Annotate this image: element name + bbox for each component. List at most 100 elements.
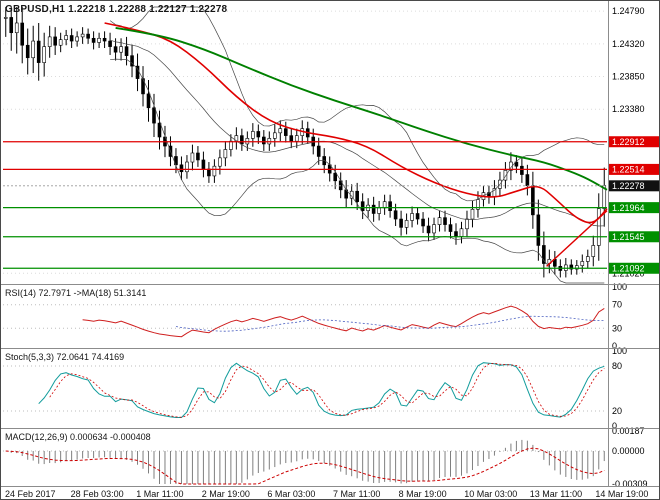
stoch-axis-label: 0 (612, 421, 617, 431)
stoch-axis-label: 20 (612, 406, 622, 416)
candle-body (443, 217, 447, 225)
price-badge-label: 1.21545 (612, 232, 645, 242)
candle-body (262, 136, 266, 145)
candle-body (437, 217, 442, 225)
candle-body (542, 245, 546, 264)
candle-body (113, 46, 118, 53)
candle-body (426, 225, 431, 234)
macd-axis-label: -0.00309 (612, 479, 648, 489)
candle-body (80, 33, 85, 38)
time-axis-label: 10 Mar 03:00 (464, 489, 517, 499)
candle-body (25, 44, 30, 59)
candle-body (470, 209, 475, 220)
ma-green-line (115, 26, 608, 191)
candle-body (283, 128, 288, 136)
candle-body (152, 107, 156, 124)
candle-body (251, 131, 255, 139)
price-badge (609, 136, 659, 148)
candle-body (404, 220, 409, 228)
candle-body (382, 201, 387, 209)
candle-body (53, 36, 57, 46)
time-axis-label: 14 Mar 19:00 (595, 489, 648, 499)
macd-axis-label: 0.00000 (612, 446, 645, 456)
candle-body (278, 128, 283, 134)
price-badge (609, 262, 659, 274)
candle-body (102, 37, 107, 42)
macd-indicator-label: MACD(12,26,9) 0.000634 -0.000408 (5, 432, 151, 442)
candle-body (591, 245, 596, 257)
candle-body (514, 161, 519, 167)
price-badge-label: 1.21964 (612, 203, 645, 213)
stoch-indicator-label: Stoch(5,3,3) 72.0641 74.4169 (5, 352, 125, 362)
candle-body (130, 55, 134, 67)
candle-body (201, 159, 206, 170)
candle-body (240, 135, 244, 145)
candle-body (69, 35, 74, 42)
candle-body (64, 35, 68, 40)
price-axis-label: 1.24320 (612, 39, 645, 49)
rsi-indicator-label: RSI(14) 72.7971 ->MA(18) 51.3141 (5, 288, 147, 298)
candle-body (141, 78, 145, 95)
candle-body (454, 231, 458, 237)
candle-body (58, 39, 63, 46)
price-axis-label: 1.23380 (612, 104, 645, 114)
time-axis-label: 6 Mar 03:00 (267, 489, 315, 499)
time-axis-label: 13 Mar 11:00 (530, 489, 582, 499)
price-badge-label: 1.22514 (612, 165, 645, 175)
candle-body (531, 185, 535, 216)
stoch-k-line (38, 362, 605, 418)
time-axis-label: 28 Feb 03:00 (71, 489, 124, 499)
candle-body (371, 204, 376, 214)
chart-title: GBPUSD,H1 1.22218 1.22288 1.22127 1.2227… (5, 4, 228, 15)
rsi-ma-line (175, 315, 605, 332)
candle-body (415, 213, 420, 220)
candle-body (146, 93, 151, 109)
macd-signal-line (5, 447, 605, 485)
candle-body (179, 164, 184, 173)
candle-body (185, 161, 189, 173)
candle-body (272, 132, 277, 139)
candle-body (421, 218, 425, 227)
candle-body (585, 256, 590, 262)
price-axis-label: 1.24790 (612, 6, 645, 16)
price-badge (609, 163, 659, 175)
time-axis-label: 8 Mar 19:00 (399, 489, 447, 499)
stoch-d-line (49, 362, 605, 418)
price-badge (609, 231, 659, 243)
candle-body (459, 228, 464, 237)
candle-body (119, 46, 123, 53)
candle-body (223, 149, 228, 159)
bollinger-upper-band (109, 6, 605, 202)
rsi-line (82, 305, 605, 338)
trendline[interactable] (546, 210, 608, 267)
stoch-axis-label: 80 (612, 361, 622, 371)
candle-body (536, 214, 541, 246)
time-axis-label: 24 Feb 2017 (5, 489, 56, 499)
candle-body (410, 213, 414, 221)
candle-body (91, 37, 96, 43)
candle-body (124, 46, 129, 56)
candle-body (157, 122, 162, 138)
candle-body (465, 218, 469, 230)
time-axis-label: 2 Mar 19:00 (202, 489, 250, 499)
candle-body (448, 224, 453, 232)
candle-body (47, 36, 52, 47)
candle-body (190, 152, 195, 163)
candle-body (36, 40, 41, 63)
candle-body (31, 40, 36, 59)
bollinger-middle-band (109, 39, 605, 227)
candle-body (218, 157, 222, 167)
candle-body (86, 33, 90, 39)
candle-body (75, 36, 79, 42)
rsi-axis-label: 0 (612, 341, 617, 351)
candle-body (333, 172, 338, 182)
candle-body (108, 40, 112, 47)
candle-body (360, 201, 365, 211)
candle-body (492, 188, 497, 198)
macd-axis-label: 0.00187 (612, 426, 645, 436)
candle-body (393, 210, 398, 220)
current-price-badge (609, 180, 659, 192)
candle-body (399, 218, 403, 228)
